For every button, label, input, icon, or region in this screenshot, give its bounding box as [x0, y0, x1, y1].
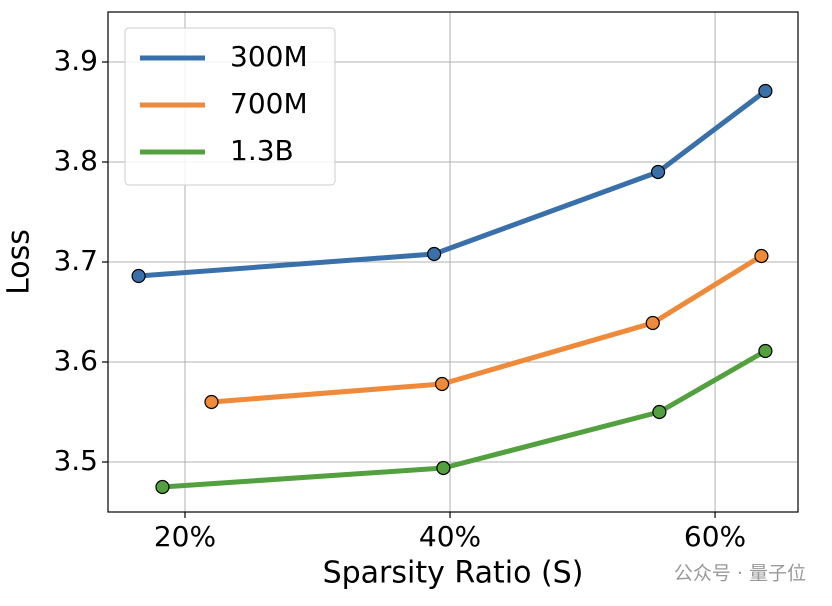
point	[434, 376, 450, 392]
point	[758, 83, 773, 99]
point	[427, 246, 442, 262]
y-axis-label: Loss	[2, 229, 37, 295]
x-tick-label: 20%	[154, 520, 216, 553]
series-line	[211, 253, 763, 405]
y-tick-label: 3.5	[53, 444, 98, 477]
watermark: 公众号 · 量子位	[674, 563, 806, 585]
legend-label: 700M	[230, 87, 308, 120]
point	[754, 248, 769, 264]
point	[436, 460, 451, 476]
legend-box	[124, 27, 336, 186]
point	[652, 404, 667, 420]
point	[204, 394, 219, 410]
point	[131, 268, 146, 284]
series-line	[162, 348, 767, 490]
point	[758, 343, 773, 359]
point	[155, 479, 170, 495]
y-tick-label: 3.7	[53, 244, 98, 277]
x-tick-label: 60%	[684, 520, 746, 553]
x-axis-label: Sparsity Ratio (S)	[323, 556, 584, 591]
x-tick-label: 40%	[419, 520, 481, 553]
y-tick-label: 3.6	[53, 344, 98, 377]
series-line	[138, 89, 767, 279]
point	[650, 164, 666, 180]
y-tick-label: 3.9	[53, 44, 98, 77]
legend-label: 1.3B	[230, 134, 294, 167]
point	[645, 315, 660, 331]
plot-frame	[107, 11, 799, 513]
legend-label: 300M	[230, 40, 308, 73]
y-tick-label: 3.8	[53, 144, 98, 177]
